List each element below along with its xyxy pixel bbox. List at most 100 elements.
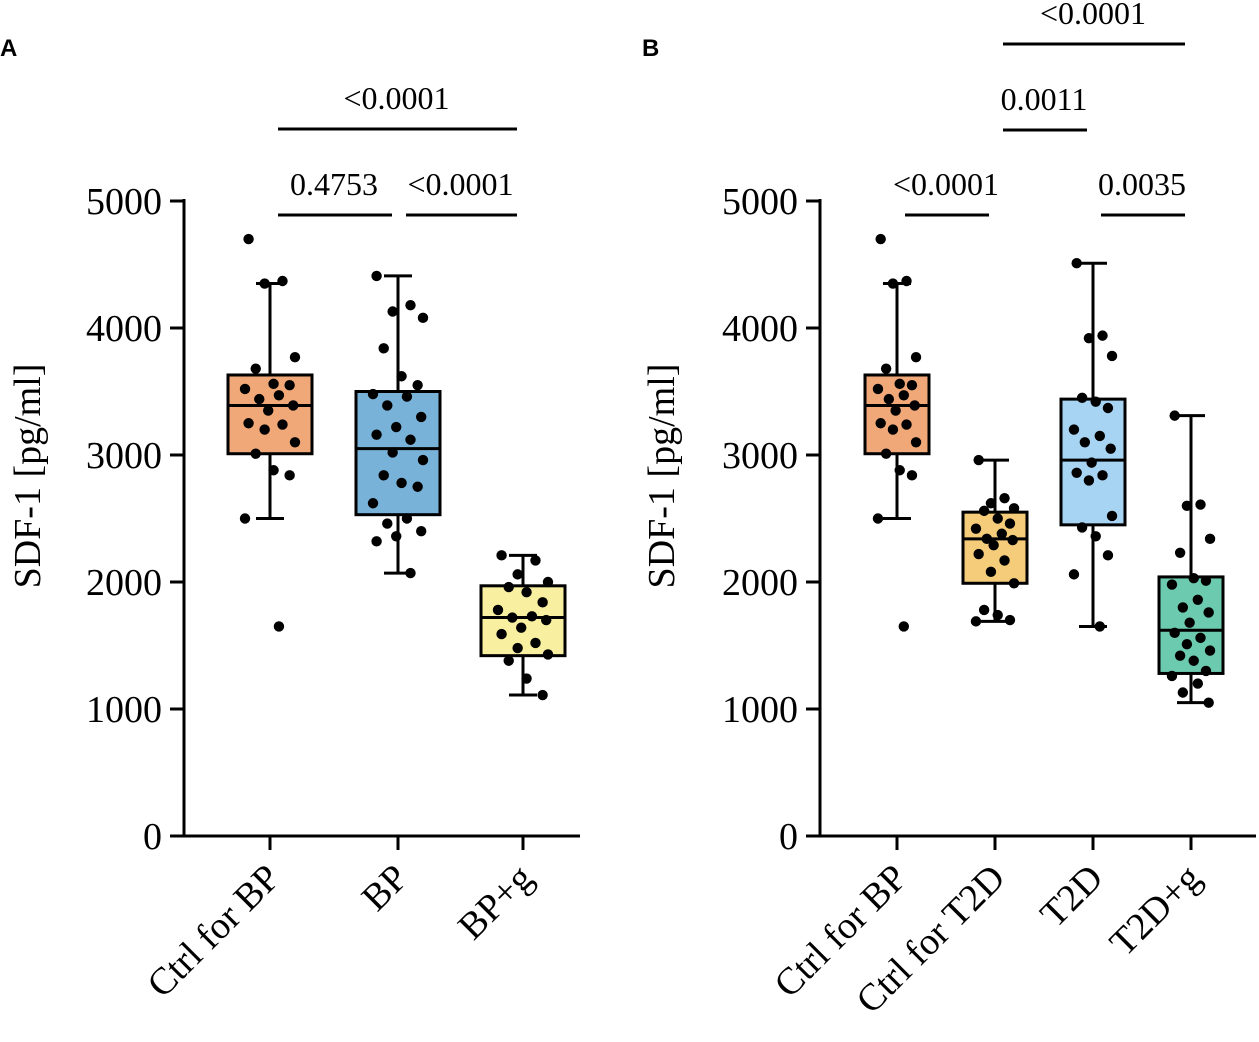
data-point	[1184, 617, 1195, 628]
data-point	[906, 470, 918, 481]
data-point	[973, 548, 984, 560]
data-point	[387, 447, 398, 458]
data-point	[883, 393, 895, 405]
y-tick-label: 5000	[722, 181, 798, 223]
data-point	[1181, 500, 1193, 511]
data-point	[988, 539, 999, 551]
data-point	[243, 233, 254, 245]
data-point	[541, 614, 552, 626]
data-point	[405, 567, 416, 579]
data-point	[1166, 579, 1178, 590]
data-point	[284, 470, 295, 481]
data-point	[909, 400, 920, 411]
data-point	[396, 371, 407, 382]
y-tick-label: 0	[143, 816, 162, 858]
data-point	[1192, 594, 1204, 605]
data-point	[243, 418, 254, 429]
data-point	[512, 569, 523, 580]
data-point	[1076, 522, 1088, 533]
data-point	[401, 391, 413, 402]
data-point	[872, 513, 884, 524]
y-tick-label: 2000	[86, 562, 162, 604]
data-point	[1097, 330, 1108, 341]
data-point	[1195, 499, 1206, 510]
data-point	[880, 363, 892, 374]
box-group: Ctrl for BP	[139, 233, 314, 1006]
x-category-label: Ctrl for BP	[139, 857, 288, 1006]
data-point	[1102, 550, 1114, 561]
data-point	[1071, 467, 1082, 478]
data-point	[1068, 424, 1080, 435]
data-point	[898, 621, 909, 632]
data-point	[1204, 533, 1216, 545]
data-point	[898, 390, 909, 401]
data-point	[1097, 470, 1108, 481]
comparison-bracket: 0.4753	[278, 166, 392, 217]
data-point	[1192, 678, 1204, 689]
data-point	[412, 379, 423, 391]
data-point	[284, 379, 295, 391]
data-point	[910, 437, 922, 448]
data-point	[496, 550, 507, 561]
data-point	[289, 437, 301, 448]
y-axis-label: SDF-1 [pg/ml]	[7, 364, 49, 589]
data-point	[521, 673, 532, 684]
data-point	[277, 275, 288, 287]
data-point	[973, 454, 984, 466]
data-point	[537, 689, 548, 701]
comparison-bracket: 0.0011	[1001, 81, 1087, 132]
p-value-label: 0.4753	[290, 166, 378, 202]
data-point	[1076, 392, 1088, 404]
data-point	[1204, 645, 1216, 656]
data-point	[412, 481, 423, 492]
data-point	[1094, 621, 1106, 632]
data-point	[1177, 687, 1189, 698]
data-point	[273, 390, 285, 401]
y-tick-label: 5000	[86, 181, 162, 223]
data-point	[378, 343, 389, 354]
data-point	[978, 505, 990, 517]
data-point	[1188, 655, 1199, 666]
data-point	[367, 498, 379, 509]
data-point	[496, 628, 507, 640]
data-point	[391, 531, 402, 542]
data-point	[259, 278, 270, 289]
data-point	[254, 393, 265, 405]
data-point	[1071, 258, 1082, 269]
data-point	[1004, 518, 1016, 529]
panel-letter: A	[0, 35, 17, 62]
data-point	[542, 649, 554, 660]
data-point	[542, 576, 554, 588]
data-point	[1083, 475, 1095, 486]
comparison-bracket: <0.0001	[893, 166, 999, 217]
x-category-label: BP+g	[450, 857, 541, 948]
data-point	[1105, 443, 1116, 454]
data-point	[382, 400, 393, 411]
data-point	[530, 637, 541, 649]
data-point	[999, 492, 1010, 504]
data-point	[872, 383, 884, 395]
box-group: BP+g	[450, 550, 567, 948]
data-point	[1169, 627, 1180, 638]
data-point	[378, 470, 389, 481]
data-point	[239, 383, 251, 395]
data-point	[516, 622, 527, 633]
data-point	[999, 555, 1010, 566]
box-group: T2D	[1032, 258, 1127, 936]
y-tick-label: 1000	[722, 689, 798, 731]
data-point	[289, 352, 301, 363]
data-point	[1008, 578, 1020, 589]
y-tick-label: 2000	[722, 562, 798, 604]
data-point	[416, 526, 427, 537]
data-point	[1200, 665, 1212, 677]
box-group: Ctrl for T2D	[848, 454, 1029, 1022]
data-point	[268, 465, 279, 476]
data-point	[1083, 332, 1095, 344]
data-point	[371, 429, 382, 440]
box-group: BP	[354, 270, 442, 919]
p-value-label: <0.0001	[343, 80, 449, 116]
data-point	[880, 448, 892, 459]
comparison-bracket: <0.0001	[1003, 0, 1185, 46]
data-point	[288, 400, 299, 411]
data-point	[1200, 575, 1212, 586]
